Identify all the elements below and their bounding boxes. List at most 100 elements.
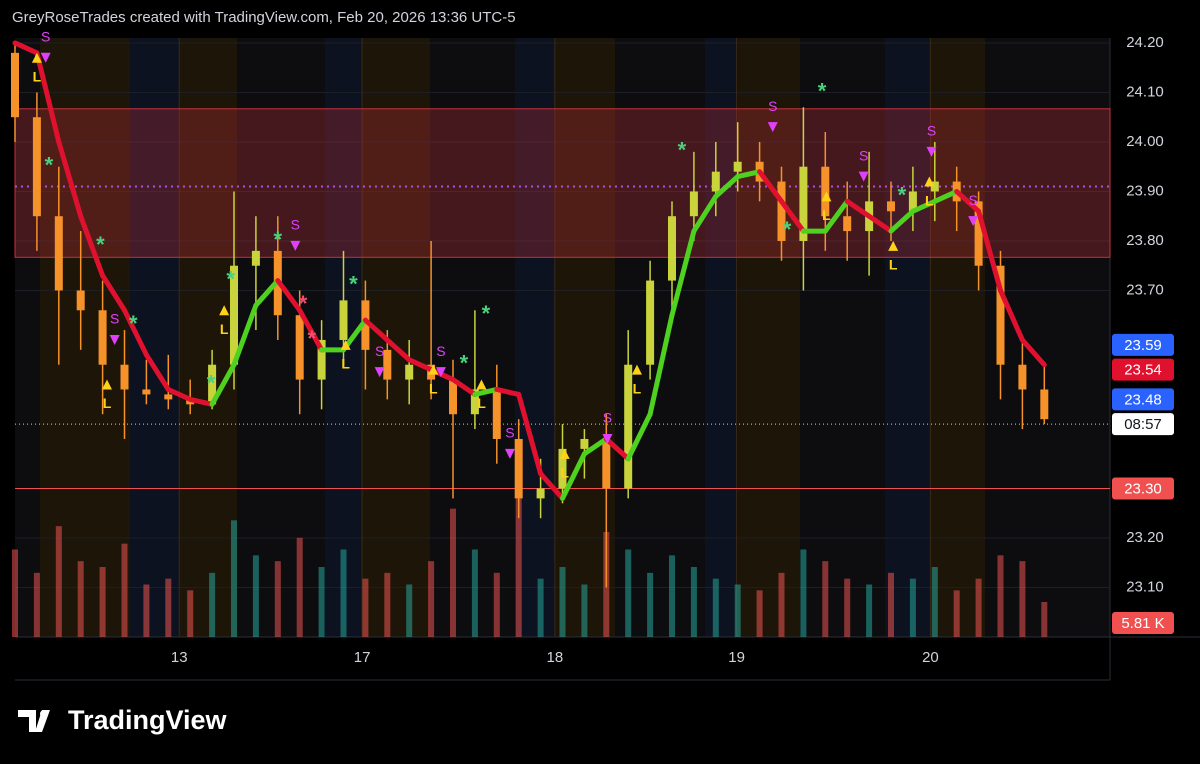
candle-body	[974, 201, 983, 266]
x-tick-label: 17	[354, 649, 371, 666]
moving-average	[560, 451, 587, 501]
short-label: S	[968, 192, 977, 208]
session-band	[930, 38, 985, 637]
long-label: L	[477, 395, 486, 411]
candle-body	[98, 310, 107, 365]
long-marker	[31, 52, 42, 63]
short-label: S	[41, 29, 50, 45]
session-band	[705, 38, 738, 637]
volume-bar	[756, 590, 763, 637]
signal-star: *	[898, 182, 907, 207]
x-tick-label: 20	[922, 649, 939, 666]
volume-bar	[1019, 561, 1026, 637]
volume-bar	[33, 572, 40, 637]
y-tick-label: 23.70	[1126, 281, 1164, 298]
moving-average	[78, 213, 106, 279]
moving-average	[625, 411, 653, 462]
moving-average	[866, 213, 894, 234]
long-marker	[428, 364, 439, 375]
signal-star: *	[783, 217, 792, 242]
moving-average	[187, 396, 215, 407]
long-label: L	[889, 257, 898, 273]
long-marker	[219, 305, 230, 316]
volume-badge-label: 5.81 K	[1121, 615, 1164, 632]
session-band	[738, 38, 800, 637]
moving-average	[209, 362, 237, 407]
short-label: S	[291, 217, 300, 233]
moving-average	[275, 278, 303, 313]
short-label: S	[603, 410, 612, 426]
candle-body	[777, 181, 786, 241]
price-badge-label: 23.54	[1124, 362, 1162, 379]
moving-average	[494, 386, 522, 397]
short-marker	[602, 433, 613, 444]
signal-star: *	[226, 266, 235, 291]
y-tick-label: 24.00	[1126, 133, 1164, 150]
session-band	[985, 38, 1110, 637]
volume-bar	[909, 578, 916, 637]
volume-bar	[165, 578, 172, 637]
volume-bar	[55, 526, 62, 637]
price-badge	[1112, 477, 1174, 500]
moving-average	[822, 198, 850, 234]
x-tick-label: 19	[728, 649, 745, 666]
moving-average	[954, 188, 982, 214]
long-marker	[888, 240, 899, 251]
signal-star: *	[482, 301, 491, 326]
header: GreyRoseTrades created with TradingView.…	[12, 9, 516, 26]
moving-average	[516, 391, 544, 477]
candle-body	[251, 250, 260, 266]
volume-bar	[187, 590, 194, 637]
x-tick-label: 13	[171, 649, 188, 666]
volume-bar	[471, 549, 478, 637]
long-marker	[631, 364, 642, 375]
y-tick-label: 23.20	[1126, 529, 1164, 546]
long-marker	[559, 448, 570, 459]
candle-body	[120, 364, 129, 390]
signal-star: *	[129, 311, 138, 336]
moving-average	[538, 471, 565, 501]
volume-bar	[12, 549, 18, 637]
candle-body	[1040, 389, 1049, 420]
moving-average	[122, 307, 149, 358]
moving-average	[910, 198, 938, 214]
volume-bar	[1041, 602, 1048, 637]
candle-body	[689, 191, 698, 217]
volume-bar	[493, 572, 500, 637]
volume-bar	[822, 561, 829, 637]
short-marker	[926, 146, 937, 157]
volume-bar	[778, 572, 785, 637]
y-tick-label: 24.10	[1126, 83, 1164, 100]
moving-average	[56, 139, 84, 219]
volume-bar	[975, 578, 982, 637]
volume-bar	[121, 543, 128, 637]
moving-average	[12, 40, 40, 56]
moving-average	[844, 198, 872, 219]
candle-body	[646, 280, 655, 365]
candle-body	[821, 166, 830, 217]
candle-body	[624, 364, 633, 489]
candle-body	[32, 117, 41, 217]
moving-average	[1019, 337, 1047, 368]
moving-average	[976, 208, 1003, 293]
short-marker	[504, 448, 515, 459]
candle-body	[295, 315, 304, 380]
brand-name: TradingView	[68, 705, 228, 735]
volume-bar	[712, 578, 719, 637]
volume-bar	[340, 549, 347, 637]
short-label: S	[505, 425, 514, 441]
long-label: L	[429, 380, 438, 396]
moving-average	[165, 386, 193, 402]
moving-average	[297, 307, 325, 353]
volume-bar	[428, 561, 435, 637]
session-band	[180, 38, 237, 637]
moving-average	[647, 312, 675, 417]
candle-body	[536, 488, 545, 499]
volume-bar	[450, 508, 456, 637]
signal-star: *	[274, 227, 283, 252]
volume-bar	[559, 567, 566, 637]
moving-average	[143, 352, 171, 392]
candle-body	[142, 389, 151, 395]
moving-average	[603, 436, 631, 462]
volume-bar	[252, 555, 259, 637]
